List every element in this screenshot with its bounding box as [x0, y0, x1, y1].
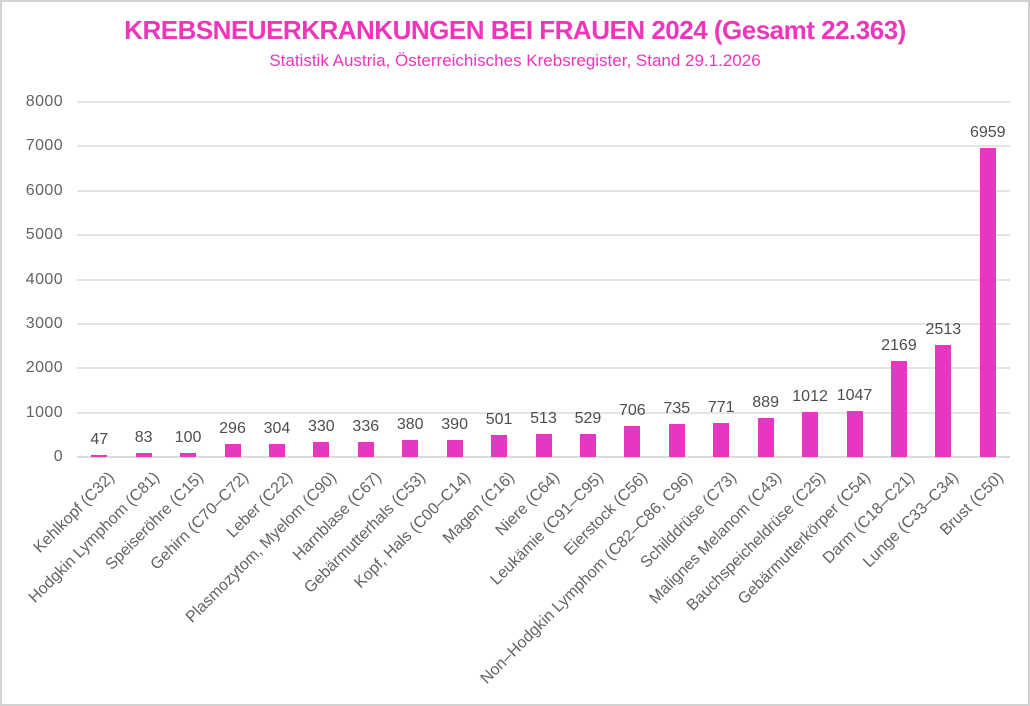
bar [535, 434, 552, 457]
gridline [77, 456, 1010, 458]
gridline [77, 411, 1010, 414]
bar [135, 453, 152, 457]
bar [846, 411, 863, 457]
bar-value-label: 6959 [969, 124, 1006, 141]
bar-value-label: 336 [352, 418, 380, 435]
bar [91, 455, 108, 457]
bar [802, 412, 819, 457]
y-axis-tick-label: 3000 [25, 314, 63, 332]
gridline [77, 367, 1010, 370]
gridline [77, 145, 1010, 148]
gridline [77, 234, 1010, 237]
y-axis-tick-label: 6000 [25, 181, 63, 199]
chart-title: KREBSNEUERKRANKUNGEN BEI FRAUEN 2024 (Ge… [124, 15, 906, 45]
y-axis-tick-label: 2000 [25, 359, 63, 377]
bar-value-label: 330 [307, 418, 335, 435]
bar-value-label: 889 [752, 394, 779, 411]
bar-value-label: 83 [134, 429, 153, 446]
bar [268, 444, 285, 457]
bar-value-label: 706 [618, 402, 646, 419]
bar-value-label: 2513 [925, 321, 962, 338]
bar-value-label: 735 [663, 400, 691, 417]
bar [935, 345, 952, 457]
bar-value-label: 296 [219, 420, 246, 437]
y-axis-tick-label: 0 [53, 448, 63, 465]
gridline [77, 101, 1010, 103]
bar-value-label: 100 [174, 429, 202, 446]
bar [357, 442, 374, 457]
y-axis-tick-label: 5000 [25, 226, 63, 244]
bar-value-label: 501 [485, 411, 513, 428]
bar [713, 423, 730, 457]
bar [491, 435, 508, 457]
bar [180, 453, 197, 457]
gridline [77, 189, 1010, 192]
y-axis-tick-label: 7000 [25, 137, 63, 155]
plot-area: 0 1000 2000 3000 4000 5000 6000 7000 8000 47 Kehlk… [25, 93, 1010, 687]
bar [890, 361, 907, 457]
bar-value-label: 771 [707, 399, 735, 416]
bar-value-label: 1012 [792, 388, 828, 405]
bar-value-label: 380 [396, 416, 424, 433]
y-axis-tick-label: 4000 [25, 270, 63, 288]
bar [402, 440, 419, 457]
bar-value-label: 47 [90, 431, 109, 448]
bar [446, 440, 463, 457]
bar [668, 424, 685, 457]
bar [979, 148, 996, 457]
bar [313, 442, 330, 457]
y-axis-tick-label: 1000 [25, 403, 63, 421]
bar [224, 444, 241, 457]
bar-value-label: 529 [574, 410, 602, 427]
bar-value-label: 2169 [881, 337, 917, 354]
chart-subtitle: Statistik Austria, Österreichisches Kreb… [269, 51, 761, 70]
bar [579, 434, 596, 457]
gridline [77, 278, 1010, 281]
gridline [77, 322, 1010, 325]
bar [757, 418, 774, 457]
bar-value-label: 1047 [836, 387, 873, 404]
bar-value-label: 390 [441, 416, 468, 433]
y-axis-tick-label: 8000 [25, 93, 63, 110]
bar-value-label: 304 [263, 420, 291, 437]
bar-value-label: 513 [530, 410, 557, 427]
bar [624, 426, 641, 457]
